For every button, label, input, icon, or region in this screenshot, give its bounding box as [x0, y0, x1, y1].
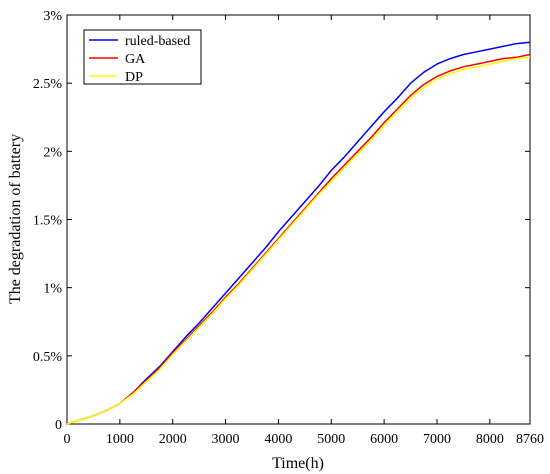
y-tick-label: 2%	[43, 145, 62, 160]
x-tick-label: 5000	[317, 432, 345, 447]
y-axis-title: The degradation of battery	[7, 134, 24, 304]
series-line-dp	[66, 56, 531, 425]
series-line-ga	[66, 53, 531, 425]
x-tick-label: 4000	[264, 432, 292, 447]
y-tick-label: 1.5%	[33, 214, 63, 229]
y-tick-label: 1%	[43, 282, 62, 297]
legend-label-ruled-based: ruled-based	[125, 34, 190, 49]
x-tick-label: 8000	[476, 432, 504, 447]
x-tick-label: 0	[64, 432, 71, 447]
x-tick-label: 1000	[106, 432, 134, 447]
x-axis-title: Time(h)	[272, 455, 324, 472]
legend-label-dp: DP	[125, 70, 143, 85]
y-tick-label: 3%	[43, 9, 62, 24]
y-tick-label: 0	[55, 418, 62, 433]
series-lines	[66, 41, 531, 425]
y-axis-ticks: 0 0.5% 1% 1.5% 2% 2.5% 3%	[33, 9, 530, 433]
legend-box	[83, 29, 202, 85]
x-tick-label: 6000	[370, 432, 398, 447]
x-tick-label: 2000	[159, 432, 187, 447]
legend-label-ga: GA	[125, 52, 146, 67]
x-axis-ticks: 0 1000 2000 3000 4000 5000 6000 7000 8000 8760	[64, 15, 544, 447]
y-tick-label: 0.5%	[33, 350, 63, 365]
y-tick-label: 2.5%	[33, 77, 63, 92]
x-tick-label: 8760	[516, 432, 544, 447]
series-line-ruled-based	[66, 41, 531, 425]
legend: ruled-based GA DP	[83, 29, 202, 85]
x-tick-label: 7000	[423, 432, 451, 447]
x-tick-label: 3000	[212, 432, 240, 447]
